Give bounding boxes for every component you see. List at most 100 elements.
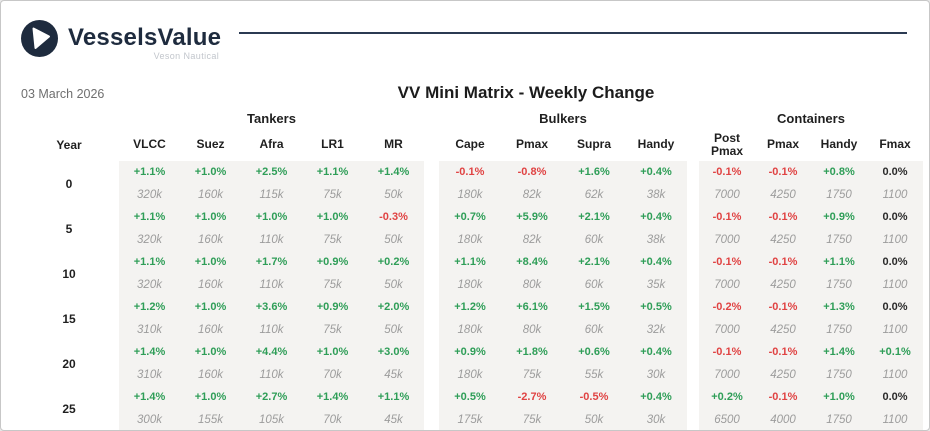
year-row-10: 10 +1.1% 320k +1.0% 160k +1.7% 110k +0.9% 75k +0.… [19,251,923,296]
pct-cell: -0.1% [439,161,501,184]
value-cell: 300k [119,408,180,430]
value-cell: 320k [119,273,180,296]
pct-cell: +1.2% [439,296,501,319]
value-cell: 180k [439,363,501,386]
pct-cell: +0.9% [439,341,501,364]
pct-cell: +1.4% [119,386,180,409]
pct-cell: 0.0% [867,161,923,184]
column-header-pmax: Pmax [515,137,549,152]
value-cell: 75k [501,408,563,430]
value-cell: 4250 [755,273,811,296]
value-cell: 1100 [867,273,923,296]
pct-cell: 0.0% [867,206,923,229]
value-cell: 160k [180,183,241,206]
value-cell: 60k [563,273,625,296]
pct-cell: +5.9% [501,206,563,229]
value-cell: 310k [119,363,180,386]
value-cell: 7000 [699,363,755,386]
group-header-row: Tankers Bulkers Containers [19,107,923,129]
value-cell: 175k [439,408,501,430]
pct-cell: +0.4% [625,206,687,229]
pct-cell: +1.0% [811,386,867,409]
value-cell: 1100 [867,183,923,206]
pct-cell: +1.1% [119,206,180,229]
column-header-handy: Handy [637,137,675,152]
year-label: 5 [65,221,73,236]
pct-cell: +1.7% [241,251,302,274]
pct-cell: +3.6% [241,296,302,319]
column-header-fmax: Fmax [879,137,911,152]
value-cell: 75k [302,318,363,341]
column-header-afra: Afra [259,137,284,152]
pct-cell: +1.0% [302,206,363,229]
mini-matrix-table: Tankers Bulkers Containers Year VLCC Suez Afr… [19,107,923,430]
value-cell: 45k [363,408,424,430]
column-header-mr: MR [384,137,403,152]
value-cell: 4250 [755,228,811,251]
value-cell: 1750 [811,273,867,296]
column-header-year: Year [56,138,82,152]
value-cell: 75k [302,228,363,251]
value-cell: 60k [563,318,625,341]
value-cell: 70k [302,363,363,386]
value-cell: 30k [625,363,687,386]
value-cell: 50k [363,228,424,251]
vesselsvalue-logo-icon [21,19,58,57]
year-row-15: 15 +1.2% 310k +1.0% 160k +3.6% 110k +0.9% 75k +2.… [19,296,923,341]
value-cell: 110k [241,363,302,386]
year-row-20: 20 +1.4% 310k +1.0% 160k +4.4% 110k +1.0% 70k +3.… [19,341,923,386]
value-cell: 75k [302,183,363,206]
pct-cell: +0.2% [363,251,424,274]
group-label-containers: Containers [777,110,845,126]
value-cell: 7000 [699,273,755,296]
value-cell: 6500 [699,408,755,430]
column-header-handy: Handy [820,137,858,152]
value-cell: 7000 [699,183,755,206]
pct-cell: +0.9% [302,296,363,319]
brand-name: VesselsValue [68,24,222,51]
report-date: 03 March 2026 [21,87,105,101]
brand-header: VesselsValue Veson Nautical [21,14,907,62]
pct-cell: +0.4% [625,251,687,274]
pct-cell: +2.7% [241,386,302,409]
pct-cell: +1.6% [563,161,625,184]
year-row-0: 0 +1.1% 320k +1.0% 160k +2.5% 115k +1.1% 75k +1.4… [19,161,923,206]
value-cell: 62k [563,183,625,206]
value-cell: 80k [501,318,563,341]
pct-cell: -0.2% [699,296,755,319]
pct-cell: -0.1% [699,206,755,229]
column-header-pmax: Pmax [766,137,800,152]
pct-cell: +1.3% [811,296,867,319]
pct-cell: -0.1% [755,341,811,364]
pct-cell: +6.1% [501,296,563,319]
value-cell: 38k [625,228,687,251]
pct-cell: +1.0% [180,206,241,229]
value-cell: 160k [180,273,241,296]
pct-cell: +1.1% [302,161,363,184]
value-cell: 1750 [811,318,867,341]
value-cell: 1100 [867,318,923,341]
value-cell: 1750 [811,228,867,251]
pct-cell: -0.5% [563,386,625,409]
pct-cell: +0.9% [302,251,363,274]
pct-cell: +4.4% [241,341,302,364]
value-cell: 7000 [699,228,755,251]
value-cell: 60k [563,228,625,251]
value-cell: 50k [363,183,424,206]
value-cell: 180k [439,318,501,341]
pct-cell: 0.0% [867,296,923,319]
pct-cell: +1.0% [180,341,241,364]
pct-cell: -0.1% [755,161,811,184]
pct-cell: 0.0% [867,386,923,409]
value-cell: 1100 [867,228,923,251]
pct-cell: -0.1% [755,206,811,229]
value-cell: 50k [563,408,625,430]
year-label: 20 [62,356,76,371]
column-header-row: Year VLCC Suez Afra LR1 MR Cape Pmax Supra Handy P… [19,129,923,161]
value-cell: 180k [439,273,501,296]
value-cell: 320k [119,183,180,206]
table-body: 0 +1.1% 320k +1.0% 160k +2.5% 115k +1.1% 75k +1.4… [19,161,923,430]
pct-cell: -0.1% [699,251,755,274]
year-label: 25 [62,401,76,416]
column-header-supra: Supra [576,137,611,152]
